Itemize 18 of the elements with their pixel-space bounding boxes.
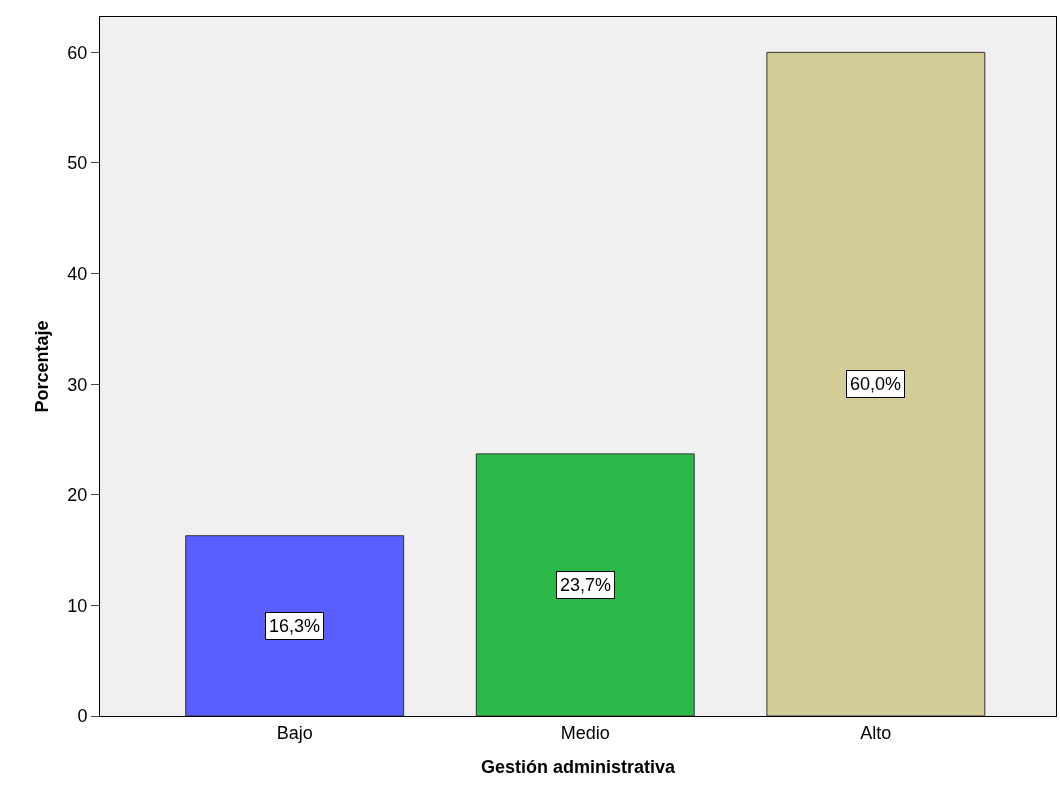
bar <box>475 453 695 716</box>
bar <box>185 535 405 716</box>
x-tick-label: Alto <box>860 722 892 743</box>
y-axis-title: Porcentaje <box>31 320 52 413</box>
data-label: 16,3% <box>269 616 321 636</box>
bar <box>766 51 986 716</box>
y-tick-label: 40 <box>67 263 88 284</box>
x-axis-title: Gestión administrativa <box>480 756 677 777</box>
x-tick-label: Bajo <box>276 722 313 743</box>
y-tick-label: 60 <box>67 42 88 63</box>
y-tick-label: 30 <box>67 374 88 395</box>
y-tick-label: 10 <box>67 595 88 616</box>
x-tick-label: Medio <box>560 722 610 743</box>
y-tick-label: 50 <box>67 153 88 174</box>
data-label: 23,7% <box>560 575 612 595</box>
data-label: 60,0% <box>850 374 902 394</box>
y-tick-label: 0 <box>77 706 88 727</box>
y-tick-label: 20 <box>67 485 88 506</box>
